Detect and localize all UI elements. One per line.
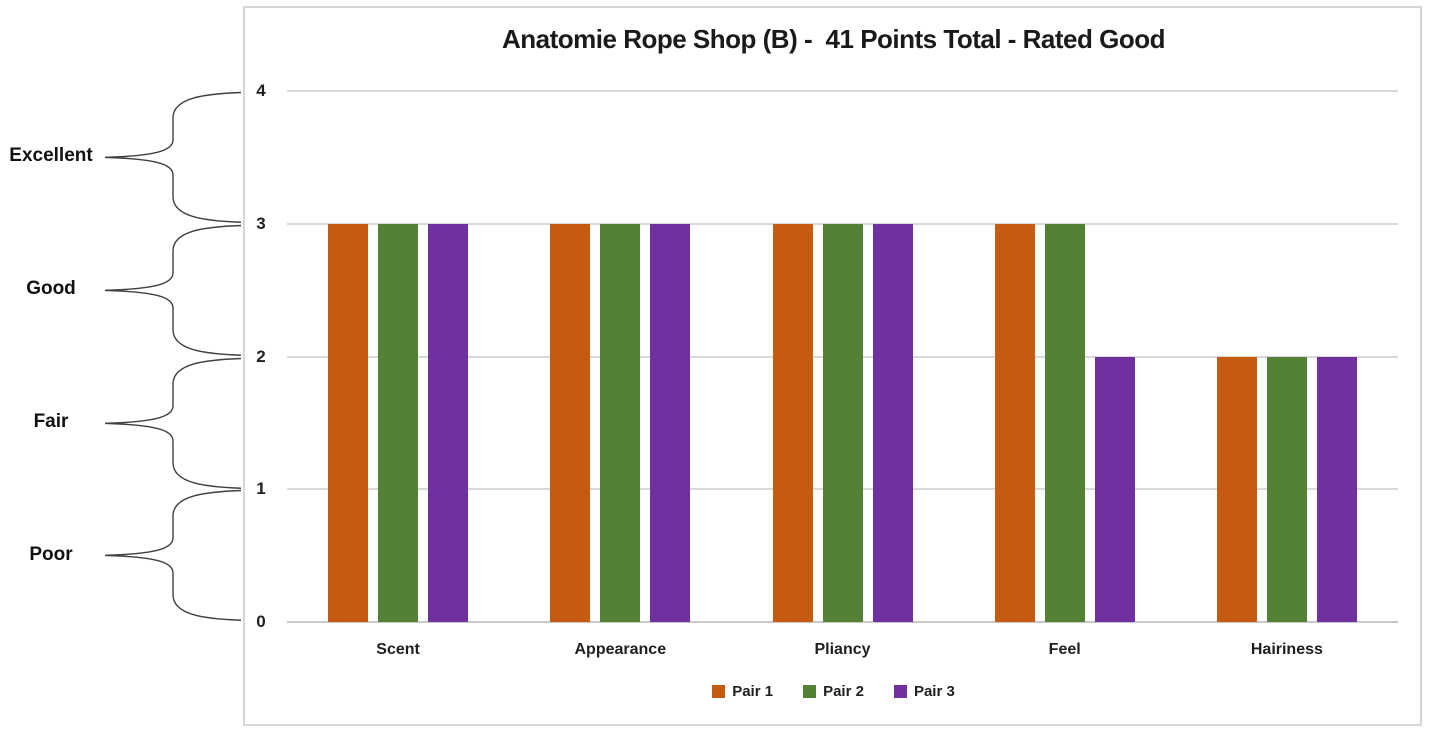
bar-pair-2-pliancy [822,223,863,622]
bar-pair-1-appearance [550,223,591,622]
x-category-label-appearance: Appearance [574,641,667,658]
legend-item-pair-3: Pair 3 [893,683,955,700]
x-category-label-feel: Feel [1048,641,1081,658]
rating-band-label-excellent: Excellent [9,145,93,167]
rating-band-label-fair: Fair [33,410,69,432]
legend-swatch-icon [712,685,726,698]
y-tick-label-3: 3 [256,213,266,233]
y-tick-label-1: 1 [256,479,266,499]
x-axis-line [287,621,1398,623]
legend-label: Pair 3 [913,683,955,700]
bar-pair-1-hairiness [1216,356,1257,622]
chart-title: Anatomie Rope Shop (B) - 41 Points Total… [502,24,1165,54]
brace-icon-fair [103,357,243,490]
bar-pair-1-pliancy [772,223,813,622]
legend-label: Pair 2 [823,683,864,700]
bar-pair-1-feel [994,223,1035,622]
bar-pair-1-scent [328,223,369,622]
legend-swatch-icon [893,685,907,698]
bar-pair-2-feel [1044,223,1085,622]
gridline-y4 [287,90,1398,92]
brace-icon-excellent [103,91,243,224]
y-tick-label-4: 4 [256,81,266,100]
x-category-label-hairiness: Hairiness [1250,641,1323,658]
bar-pair-2-appearance [600,223,641,622]
rating-band-label-poor: Poor [29,543,73,565]
bar-pair-3-scent [428,223,469,622]
rating-band-label-good: Good [26,278,76,300]
legend-swatch-icon [803,685,817,698]
bar-pair-3-hairiness [1316,356,1357,622]
y-tick-label-2: 2 [256,346,266,366]
x-category-label-pliancy: Pliancy [814,641,871,658]
bar-pair-2-hairiness [1266,356,1307,622]
bar-pair-3-pliancy [872,223,913,622]
brace-icon-good [103,224,243,357]
chart-legend: Pair 1 Pair 2 Pair 3 [243,683,1424,700]
bar-pair-3-feel [1094,356,1135,622]
bar-pair-3-appearance [650,223,691,622]
x-category-label-scent: Scent [376,641,420,658]
bar-pair-2-scent [378,223,419,622]
legend-item-pair-1: Pair 1 [712,683,773,700]
y-tick-label-0: 0 [256,612,266,631]
legend-item-pair-2: Pair 2 [803,683,864,700]
brace-icon-poor [103,489,243,622]
legend-label: Pair 1 [732,683,774,700]
